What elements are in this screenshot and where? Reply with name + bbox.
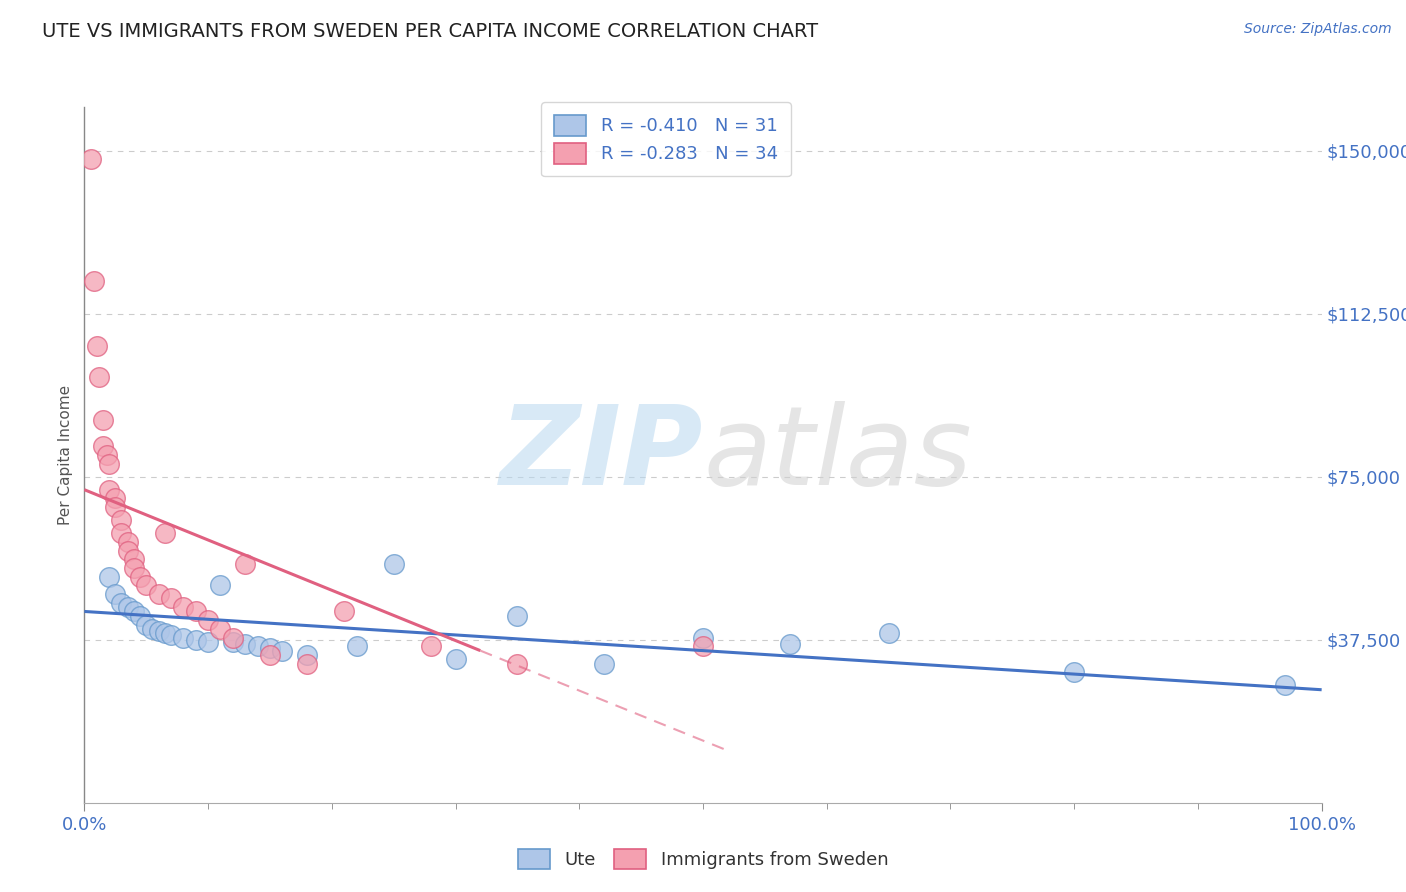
Point [160,591,183,606]
Point [333,605,356,619]
Point [135,578,157,592]
Point [98,570,121,584]
Point [104,500,127,514]
Point [419,639,441,653]
Point [222,635,245,649]
Point [506,608,529,623]
Point [148,587,170,601]
Point [172,600,194,615]
Text: UTE VS IMMIGRANTS FROM SWEDEN PER CAPITA INCOME CORRELATION CHART: UTE VS IMMIGRANTS FROM SWEDEN PER CAPITA… [42,22,818,41]
Point [104,491,127,506]
Point [153,526,176,541]
Point [83,274,105,288]
Legend: Ute, Immigrants from Sweden: Ute, Immigrants from Sweden [509,839,897,879]
Point [96,448,118,462]
Text: Source: ZipAtlas.com: Source: ZipAtlas.com [1244,22,1392,37]
Point [172,631,194,645]
Point [89,369,111,384]
Point [692,639,714,653]
Point [233,637,256,651]
Point [197,635,219,649]
Point [222,631,245,645]
Point [117,535,139,549]
Point [110,513,132,527]
Point [259,641,281,656]
Point [135,617,157,632]
Point [259,648,281,662]
Point [122,561,145,575]
Point [122,552,145,566]
Point [148,624,170,638]
Point [153,626,176,640]
Point [104,587,127,601]
Text: atlas: atlas [703,401,972,508]
Y-axis label: Per Capita Income: Per Capita Income [58,384,73,525]
Point [91,439,114,453]
Point [86,339,108,353]
Point [271,643,294,657]
Point [91,413,114,427]
Point [209,622,232,636]
Point [233,557,256,571]
Point [506,657,529,671]
Point [295,648,318,662]
Point [117,543,139,558]
Point [779,637,801,651]
Legend: R = -0.410   N = 31, R = -0.283   N = 34: R = -0.410 N = 31, R = -0.283 N = 34 [541,103,790,177]
Point [197,613,219,627]
Point [246,639,269,653]
Point [593,657,616,671]
Point [160,628,183,642]
Point [692,631,714,645]
Point [122,605,145,619]
Text: ZIP: ZIP [499,401,703,508]
Point [1274,678,1296,692]
Point [184,632,207,647]
Point [98,457,121,471]
Point [295,657,318,671]
Point [1063,665,1085,680]
Point [110,526,132,541]
Point [129,570,152,584]
Point [444,652,467,666]
Point [79,152,101,166]
Point [98,483,121,497]
Point [110,596,132,610]
Point [129,608,152,623]
Point [382,557,405,571]
Point [877,626,900,640]
Point [184,605,207,619]
Point [141,622,163,636]
Point [346,639,368,653]
Point [209,578,232,592]
Point [117,600,139,615]
